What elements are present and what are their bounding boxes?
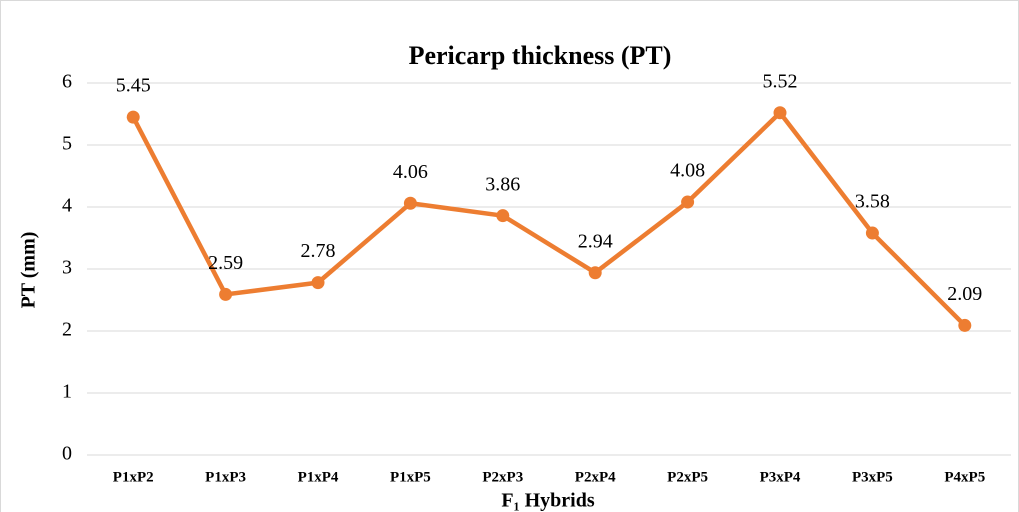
value-label: 2.09 — [947, 283, 982, 305]
x-tick-label: P4xP5 — [944, 469, 985, 485]
value-label: 3.58 — [855, 191, 890, 213]
y-tick-label: 5 — [62, 133, 72, 155]
x-tick-label: P3xP4 — [760, 469, 801, 485]
point — [865, 226, 879, 240]
point — [773, 106, 787, 120]
y-tick-label: 0 — [62, 443, 72, 465]
x-tick-label: P2xP3 — [482, 469, 523, 485]
x-axis-title: F₁ Hybrids — [501, 490, 594, 512]
line-series — [131, 110, 967, 328]
point — [588, 266, 602, 280]
value-label: 2.78 — [301, 240, 336, 262]
x-tick-label: P1xP2 — [113, 469, 154, 485]
y-tick-label: 4 — [62, 195, 72, 217]
point — [126, 110, 140, 124]
point — [681, 195, 695, 209]
point — [219, 287, 233, 301]
y-tick-label: 6 — [62, 71, 72, 93]
value-label: 2.59 — [208, 252, 243, 274]
x-tick-label: P1xP5 — [390, 469, 431, 485]
x-tick-label: P2xP5 — [667, 469, 708, 485]
x-tick-label: P1xP4 — [298, 469, 339, 485]
point — [311, 276, 325, 290]
value-label: 5.52 — [763, 70, 798, 92]
x-tick-label: P2xP4 — [575, 469, 616, 485]
point — [403, 196, 417, 210]
x-tick-label: P3xP5 — [852, 469, 893, 485]
value-label: 3.86 — [485, 173, 520, 195]
value-label: 4.08 — [670, 160, 705, 182]
value-label: 2.94 — [578, 230, 613, 252]
y-axis-title: PT (mm) — [18, 232, 40, 309]
value-label: 4.06 — [393, 161, 428, 183]
y-tick-label: 3 — [62, 257, 72, 279]
y-tick-label: 1 — [62, 381, 72, 403]
x-tick-label: P1xP3 — [205, 469, 246, 485]
value-label: 5.45 — [116, 75, 151, 97]
y-tick-label: 2 — [62, 319, 72, 341]
point — [958, 318, 972, 332]
point — [496, 209, 510, 223]
chart-title: Pericarp thickness (PT) — [409, 41, 672, 70]
